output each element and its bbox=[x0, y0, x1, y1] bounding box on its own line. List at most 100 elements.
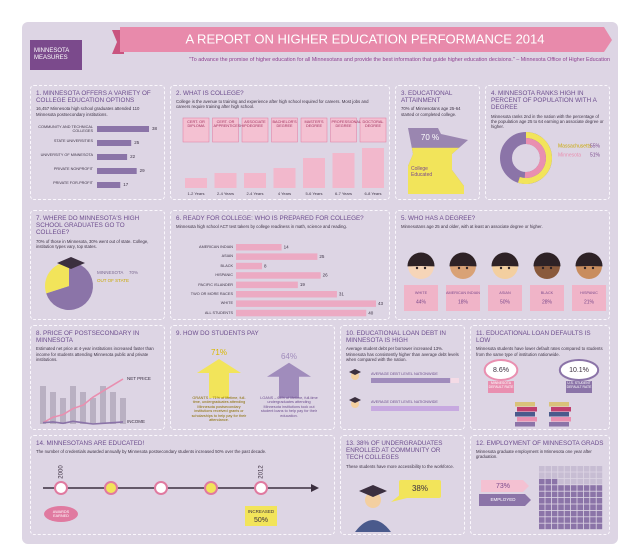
cell bbox=[539, 504, 545, 510]
cell bbox=[583, 504, 590, 510]
bubble-tail bbox=[391, 494, 407, 502]
bar-label: UNIVERSITY OF MINNESOTA bbox=[40, 153, 93, 157]
cell bbox=[596, 523, 603, 530]
bar bbox=[236, 281, 298, 289]
panel: 73% EMPLOYED 12. EMPLOYMENT OF MINNESOTA G… bbox=[470, 435, 610, 535]
rate-badge bbox=[483, 359, 519, 381]
panel-text: 70% of those in Minnesota, 30% went out … bbox=[36, 238, 149, 249]
cell bbox=[551, 523, 558, 530]
panel: 38% 13. 38% OF UNDERGRADUATES ENROLLED AT… bbox=[340, 435, 465, 535]
cell bbox=[571, 517, 577, 523]
award-label: PROFESSIONAL DEGREE bbox=[331, 120, 362, 129]
cell bbox=[583, 478, 590, 485]
cell bbox=[564, 472, 571, 478]
group-card bbox=[404, 285, 438, 311]
cell bbox=[545, 472, 551, 478]
milestone bbox=[154, 481, 168, 495]
cell bbox=[583, 498, 590, 504]
rate-tag bbox=[488, 381, 514, 393]
cell bbox=[539, 510, 545, 517]
book bbox=[515, 402, 535, 407]
group-name: AMERICAN INDIAN bbox=[446, 291, 480, 295]
cell bbox=[571, 523, 577, 530]
panel-graphic: MINNESOTA 70%OUT OF STATE bbox=[45, 257, 138, 310]
cell bbox=[539, 472, 545, 478]
eye bbox=[457, 266, 461, 270]
bar-value: 8 bbox=[264, 263, 267, 268]
eye bbox=[583, 266, 587, 270]
group-value: 44% bbox=[416, 299, 427, 305]
panel-graphic: NET PRICE INCOME bbox=[40, 376, 151, 425]
cell bbox=[558, 510, 564, 517]
backdrop-bar bbox=[70, 386, 76, 424]
panel-text: Estimated net price at 4-year institutio… bbox=[36, 346, 154, 362]
cell bbox=[558, 523, 564, 530]
bar bbox=[236, 291, 337, 298]
cell bbox=[564, 478, 571, 485]
panel-title: 9. HOW DO STUDENTS PAY bbox=[176, 330, 259, 337]
pie-slice bbox=[45, 262, 69, 294]
x-tick-label: 5-6 Years bbox=[306, 191, 323, 196]
panel: 71% 64% 9. HOW DO STUDENTS PAY GRANTS – 71%… bbox=[170, 325, 335, 430]
cell bbox=[596, 498, 603, 504]
backdrop-bar bbox=[40, 386, 46, 424]
bar bbox=[236, 262, 263, 270]
increase-label: INCREASED bbox=[248, 509, 275, 514]
panel-graphic: AVERAGE DEBT LEVEL NATIONWIDE AVERAGE DEB… bbox=[349, 369, 459, 411]
award-label: BACHELOR'S DEGREE bbox=[272, 120, 297, 129]
cell bbox=[558, 491, 564, 498]
cell bbox=[596, 504, 603, 510]
bar-label: AVERAGE DEBT LEVEL NATIONWIDE bbox=[371, 400, 438, 404]
bubble bbox=[399, 480, 441, 498]
bar-value: 29 bbox=[140, 168, 146, 173]
panel: MINNESOTA 70% OUT OF STATE 7. WHERE DO MINN… bbox=[30, 210, 165, 320]
group-card bbox=[530, 285, 564, 311]
eye bbox=[499, 266, 503, 270]
cap bbox=[57, 257, 85, 269]
book bbox=[517, 407, 537, 412]
cell bbox=[558, 478, 564, 485]
rate-label: MINNESOTA DEFAULT RATE bbox=[488, 381, 514, 389]
cell bbox=[577, 517, 583, 523]
bar-label: WHITE bbox=[220, 301, 233, 306]
panel-graphic: 1-2 Years 2-4 Years 2-4 Years 4 Years 5-6 Ye… bbox=[182, 117, 387, 196]
slice-value: 70% bbox=[129, 270, 138, 275]
cell bbox=[577, 472, 583, 478]
book bbox=[515, 422, 535, 427]
cell bbox=[564, 498, 571, 504]
backdrop-bar bbox=[80, 392, 86, 424]
tag bbox=[479, 494, 531, 506]
bar-value: 38 bbox=[152, 126, 158, 131]
bar bbox=[273, 168, 296, 188]
panel: 1-2 Years 2-4 Years 2-4 Years 4 Years 5-6 Ye… bbox=[170, 85, 390, 200]
cell bbox=[583, 485, 590, 491]
x-tick-label: 1-2 Years bbox=[188, 191, 205, 196]
milestone bbox=[104, 481, 118, 495]
bar-value: 17 bbox=[123, 182, 129, 187]
bar bbox=[97, 168, 137, 174]
cell bbox=[590, 517, 596, 523]
cell bbox=[545, 478, 551, 485]
cell bbox=[564, 466, 571, 472]
legend-value: 55% bbox=[590, 143, 601, 149]
milestone bbox=[254, 481, 268, 495]
x-tick-label: 4 Years bbox=[278, 191, 291, 196]
panel-text: 70% of Minnesotans age 25-64 started or … bbox=[401, 106, 461, 117]
backdrop-bar bbox=[90, 398, 96, 424]
cell bbox=[564, 504, 571, 510]
banner: A REPORT ON HIGHER EDUCATION PERFORMANCE… bbox=[112, 27, 612, 54]
cell bbox=[545, 510, 551, 517]
cell bbox=[539, 466, 545, 472]
arrow-value: 64% bbox=[281, 352, 297, 361]
award-label: ASSOCIATE DEGREE bbox=[244, 120, 266, 129]
banner-shape bbox=[120, 27, 612, 52]
cell bbox=[590, 472, 596, 478]
start-label: AWARDS EARNED bbox=[52, 510, 70, 519]
eye bbox=[591, 266, 595, 270]
bar-label: COMMUNITY AND TECHNICAL COLLEGES bbox=[38, 125, 93, 134]
award-box bbox=[182, 117, 210, 143]
series-label: INCOME bbox=[127, 419, 145, 424]
panel-text: The number of credentials awarded annual… bbox=[36, 449, 267, 455]
panel-text: Minnesota ranks 2nd in the nation with t… bbox=[491, 113, 604, 129]
bar-value: 25 bbox=[134, 140, 140, 145]
